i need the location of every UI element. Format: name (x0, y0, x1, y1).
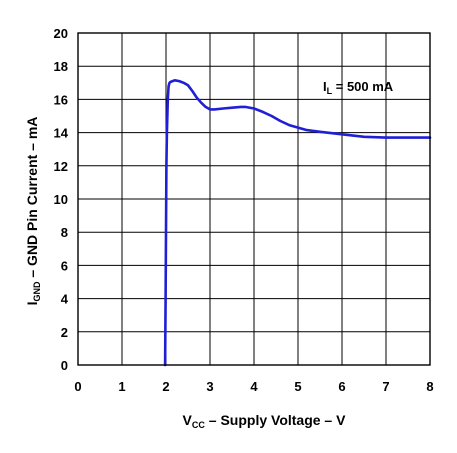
y-tick-label: 8 (61, 225, 68, 240)
x-tick-label: 3 (206, 379, 213, 394)
y-tick-label: 10 (54, 192, 68, 207)
grid (77, 32, 431, 366)
y-axis-title-main: I (24, 302, 40, 306)
x-tick-label: 7 (382, 379, 389, 394)
y-tick-label: 14 (54, 126, 69, 141)
y-tick-label: 6 (61, 258, 68, 273)
annotation-main: I (323, 79, 327, 94)
y-tick-label: 4 (61, 292, 69, 307)
y-tick-label: 18 (54, 59, 68, 74)
annotation-subscript: L (327, 86, 333, 96)
x-tick-label: 2 (162, 379, 169, 394)
annotation-rest: = 500 mA (332, 79, 394, 94)
x-tick-label: 4 (250, 379, 258, 394)
x-tick-label: 1 (118, 379, 125, 394)
y-axis-title-subscript: GND (32, 281, 42, 302)
x-axis-title-subscript: CC (192, 420, 205, 430)
x-axis-title-rest: – Supply Voltage – V (205, 412, 346, 428)
x-tick-label: 0 (74, 379, 81, 394)
x-tick-labels: 0 1 2 3 4 5 6 7 8 (74, 379, 433, 394)
plot-frame (77, 32, 431, 366)
y-tick-label: 20 (54, 26, 68, 41)
x-axis-title: VCC – Supply Voltage – V (183, 412, 347, 430)
y-axis-title-rest: – GND Pin Current – mA (24, 117, 40, 282)
load-current-annotation: IL = 500 mA (323, 79, 394, 96)
y-tick-label: 0 (61, 358, 68, 373)
x-axis-title-main: V (183, 412, 193, 428)
x-tick-label: 5 (294, 379, 301, 394)
y-tick-labels: 0 2 4 6 8 10 12 14 16 18 20 (54, 26, 69, 373)
y-tick-label: 12 (54, 159, 68, 174)
x-tick-label: 8 (426, 379, 433, 394)
x-tick-label: 6 (338, 379, 345, 394)
series-line (163, 79, 432, 367)
series-layer (163, 79, 432, 367)
y-tick-label: 2 (61, 325, 68, 340)
y-tick-label: 16 (54, 92, 68, 107)
y-axis-title: IGND – GND Pin Current – mA (24, 117, 42, 306)
